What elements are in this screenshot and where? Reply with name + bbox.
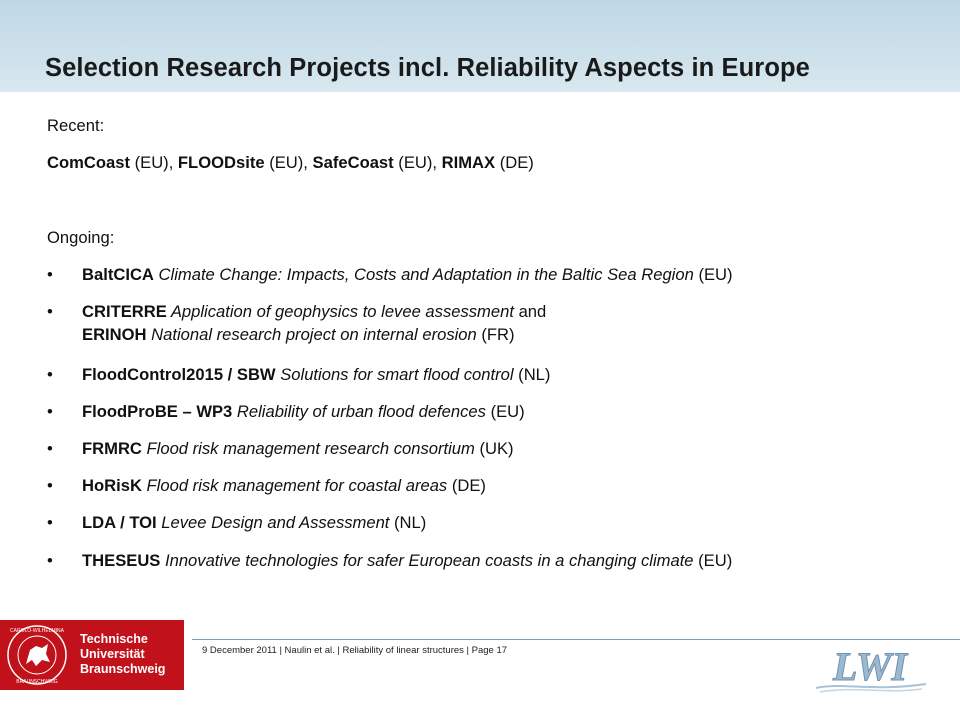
bullet-icon: • [47, 513, 53, 532]
project-name: SafeCoast [312, 153, 394, 172]
project-region: and [513, 302, 547, 321]
project-description: Climate Change: Impacts, Costs and Adapt… [153, 265, 694, 284]
project-name: ComCoast [47, 153, 130, 172]
footer-divider [192, 639, 960, 640]
bullet-icon: • [47, 439, 53, 458]
project-description: Solutions for smart flood control [275, 365, 514, 384]
ongoing-heading: Ongoing: [47, 228, 115, 247]
project-description: Flood risk management research consortiu… [141, 439, 475, 458]
university-seal-icon: CAROLO-WILHELMINA BRAUNSCHWEIG [7, 625, 67, 685]
project-name: FRMRC [82, 439, 142, 458]
project-region: (DE) [495, 153, 534, 172]
project-name: LDA / TOI [82, 513, 157, 532]
project-description: Levee Design and Assessment [156, 513, 390, 532]
project-description: Innovative technologies for safer Europe… [160, 551, 694, 570]
project-name: BaltCICA [82, 265, 154, 284]
lwi-logo-text: LWI [832, 644, 909, 689]
project-region: (EU) [485, 402, 525, 421]
recent-projects-line: ComCoast (EU), FLOODsite (EU), SafeCoast… [47, 153, 534, 173]
tu-braunschweig-logo: CAROLO-WILHELMINA BRAUNSCHWEIG Technisch… [0, 620, 184, 690]
project-description: Reliability of urban flood defences [232, 402, 486, 421]
project-region: (UK) [474, 439, 514, 458]
svg-text:CAROLO-WILHELMINA: CAROLO-WILHELMINA [10, 628, 65, 634]
university-name-line2: Universität [80, 647, 145, 661]
svg-text:BRAUNSCHWEIG: BRAUNSCHWEIG [16, 679, 58, 685]
project-region: (EU), [129, 153, 178, 172]
project-name: FloodControl2015 / SBW [82, 365, 276, 384]
recent-heading: Recent: [47, 116, 105, 135]
project-region: (FR) [476, 325, 515, 344]
slide-title: Selection Research Projects incl. Reliab… [45, 54, 810, 82]
project-region: (DE) [447, 476, 486, 495]
university-name-line1: Technische [80, 632, 148, 646]
project-region: (EU) [693, 551, 733, 570]
bullet-icon: • [47, 551, 53, 570]
university-name: Technische Universität Braunschweig [80, 632, 165, 677]
project-name: FLOODsite [177, 153, 265, 172]
footer-text: 9 December 2011 | Naulin et al. | Reliab… [202, 645, 508, 656]
project-name: CRITERRE [82, 302, 167, 321]
lwi-logo: LWI [815, 644, 927, 693]
project-region: (NL) [389, 513, 427, 532]
university-name-line3: Braunschweig [80, 662, 166, 676]
bullet-icon: • [47, 365, 53, 384]
project-description: Application of geophysics to levee asses… [166, 302, 514, 321]
bullet-icon: • [47, 402, 53, 421]
project-region: (EU), [393, 153, 442, 172]
bullet-icon: • [47, 302, 53, 321]
bullet-icon: • [47, 265, 53, 284]
project-description: National research project on internal er… [146, 325, 477, 344]
project-name: FloodProBE – WP3 [82, 402, 233, 421]
header-band [0, 0, 960, 92]
project-region: (EU) [693, 265, 733, 284]
project-name: HoRisK [82, 476, 142, 495]
project-region: (NL) [513, 365, 551, 384]
project-description: Flood risk management for coastal areas [141, 476, 448, 495]
project-name: RIMAX [441, 153, 496, 172]
project-region: (EU), [264, 153, 313, 172]
project-name: THESEUS [82, 551, 161, 570]
bullet-icon: • [47, 476, 53, 495]
project-name: ERINOH [82, 325, 147, 344]
